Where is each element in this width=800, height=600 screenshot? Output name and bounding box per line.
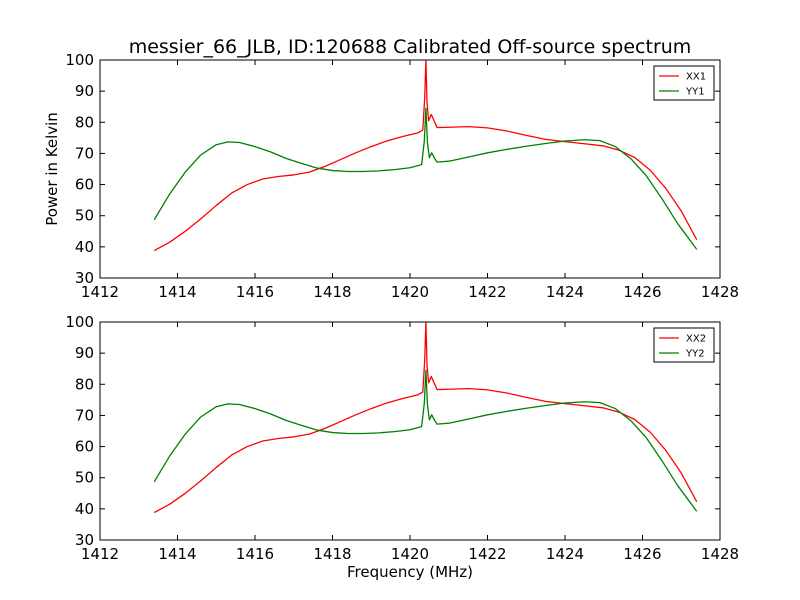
y-tick-label: 40 — [75, 238, 94, 256]
y-tick-label: 90 — [75, 82, 94, 100]
series-line-yy2 — [153, 369, 698, 512]
x-tick-label: 1418 — [313, 545, 351, 563]
x-axis-label: Frequency (MHz) — [347, 563, 473, 581]
x-tick-label: 1412 — [81, 283, 119, 301]
x-tick-label: 1418 — [313, 283, 351, 301]
legend-box — [653, 65, 715, 101]
y-tick-label: 70 — [75, 144, 94, 162]
y-tick-label: 60 — [75, 176, 94, 194]
x-tick-label: 1416 — [236, 283, 274, 301]
x-tick-label: 1414 — [158, 545, 196, 563]
y-tick-label: 30 — [75, 531, 94, 549]
x-tick-label: 1428 — [701, 545, 739, 563]
x-tick-label: 1424 — [546, 283, 584, 301]
x-tick-label: 1428 — [701, 283, 739, 301]
chart-title: messier_66_JLB, ID:120688 Calibrated Off… — [129, 36, 692, 58]
y-tick-label: 80 — [75, 113, 94, 131]
x-tick-label: 1424 — [546, 545, 584, 563]
y-tick-label: 60 — [75, 438, 94, 456]
series-line-yy1 — [153, 107, 698, 250]
x-tick-label: 1422 — [468, 545, 506, 563]
y-tick-label: 100 — [65, 51, 94, 69]
x-tick-label: 1414 — [158, 283, 196, 301]
y-axis-label: Power in Kelvin — [43, 112, 61, 226]
y-tick-label: 90 — [75, 344, 94, 362]
y-tick-label: 100 — [65, 313, 94, 331]
y-tick-label: 50 — [75, 469, 94, 487]
x-tick-label: 1426 — [623, 545, 661, 563]
axes-frame — [99, 59, 721, 279]
x-tick-label: 1426 — [623, 283, 661, 301]
series-lines — [153, 60, 698, 252]
legend-label-xx2: XX2 — [686, 334, 706, 345]
legend-label-xx1: XX1 — [686, 72, 706, 83]
chart-panels: 1412 1414 1416 1418 1420 1422 1424 1426 1428 30 40… — [65, 51, 739, 563]
y-tick-label: 40 — [75, 500, 94, 518]
series-lines — [153, 322, 698, 514]
axes-frame — [99, 321, 721, 541]
x-tick-label: 1416 — [236, 545, 274, 563]
y-tick-label: 50 — [75, 207, 94, 225]
y-tick-label: 70 — [75, 406, 94, 424]
x-tick-label: 1422 — [468, 283, 506, 301]
legend-box — [653, 327, 715, 363]
series-line-xx1 — [153, 60, 698, 252]
panel-1: 1412 1414 1416 1418 1420 1422 1424 1426 1428 30 40… — [65, 51, 739, 301]
y-tick-label: 80 — [75, 375, 94, 393]
x-tick-label: 1420 — [391, 283, 429, 301]
x-tick-label: 1420 — [391, 545, 429, 563]
legend-label-yy2: YY2 — [685, 349, 705, 360]
x-tick-label: 1412 — [81, 545, 119, 563]
series-line-xx2 — [153, 322, 698, 514]
panel-2: 1412 1414 1416 1418 1420 1422 1424 1426 1428 30 40… — [65, 313, 739, 563]
legend-label-yy1: YY1 — [685, 87, 705, 98]
y-tick-label: 30 — [75, 269, 94, 287]
